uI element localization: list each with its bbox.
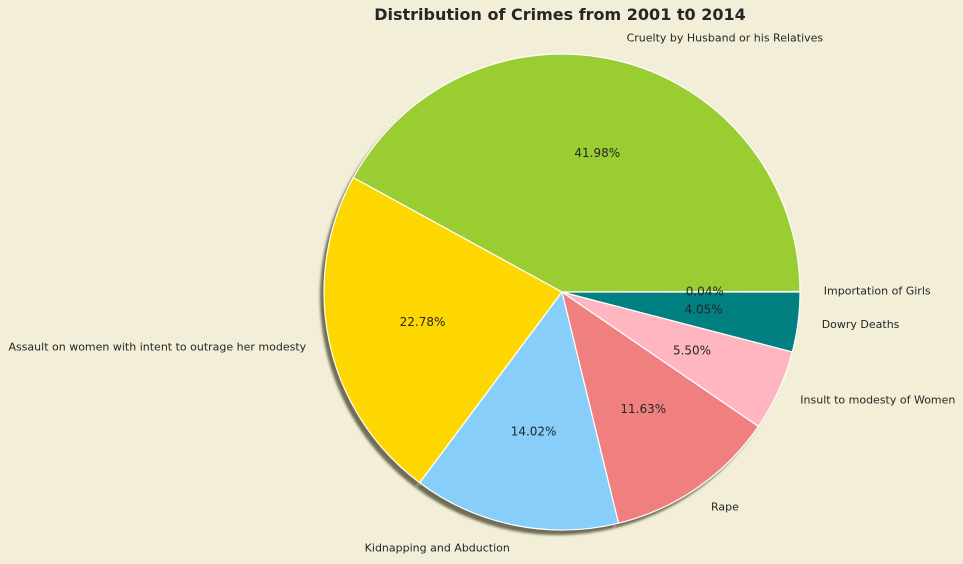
slice-labels: Importation of Girls Cruelty by Husband o… [8,31,955,554]
percent-label-importation-of-girls: 0.04% [686,284,724,298]
pie-slice-dowry-deaths [561,291,801,353]
percent-label-assault-on-women-with-intent-to-outrage-her-modesty: 22.78% [400,315,446,329]
pie-slice-assault-on-women-with-intent-to-outrage-her-modesty [323,177,563,484]
slice-label-rape: Rape [711,500,739,513]
percent-label-dowry-deaths: 4.05% [685,303,723,317]
percent-label-rape: 11.63% [620,402,666,416]
slice-label-cruelty-by-husband-or-his-relatives: Cruelty by Husband or his Relatives [627,31,824,44]
pie-slices [323,53,801,531]
slice-label-insult-to-modesty-of-women: Insult to modesty of Women [800,394,955,407]
percent-label-insult-to-modesty-of-women: 5.50% [673,344,711,358]
pie-slice-rape [561,291,760,524]
slice-label-assault-on-women-with-intent-to-outrage-her-modesty: Assault on women with intent to outrage … [8,341,306,354]
slice-label-kidnapping-and-abduction: Kidnapping and Abduction [365,542,510,555]
slice-label-dowry-deaths: Dowry Deaths [822,318,900,331]
pie-slice-kidnapping-and-abduction [419,291,620,531]
chart-title: Distribution of Crimes from 2001 t0 2014 [374,5,746,24]
percent-label-cruelty-by-husband-or-his-relatives: 41.98% [574,146,620,160]
pie-slice-cruelty-by-husband-or-his-relatives [352,53,801,293]
percent-label-kidnapping-and-abduction: 14.02% [511,424,557,438]
slice-label-importation-of-girls: Importation of Girls [824,285,931,298]
percent-labels: 0.04% 41.98% 22.78% 14.02% 11.63% 5.50% 4.05% [400,146,724,438]
